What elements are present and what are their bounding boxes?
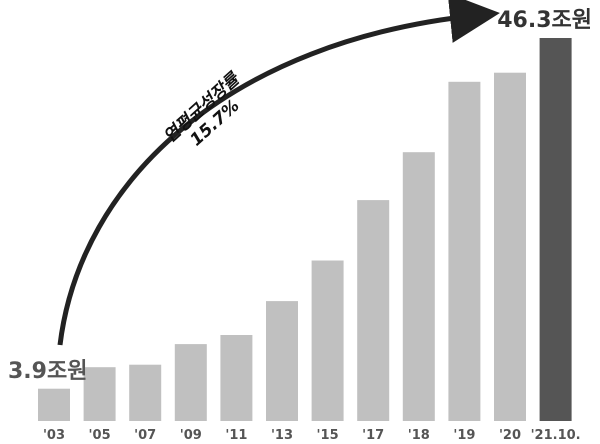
bar-15 [311, 260, 344, 421]
data-label-last: 46.3조원 [497, 8, 592, 33]
x-tick-label: '11 [225, 428, 247, 443]
cagr-annotation: 연평균성장률 15.7% [160, 69, 244, 151]
bar-07 [129, 364, 162, 421]
bar-17 [357, 200, 390, 421]
bar-13 [266, 301, 298, 421]
x-tick-label: '17 [362, 428, 384, 443]
x-tick-label: '19 [453, 428, 475, 443]
bars-group [38, 38, 572, 422]
bar-09 [174, 344, 207, 421]
x-tick-label: '21.10. [531, 428, 581, 443]
bar-19 [448, 81, 481, 422]
x-tick-label: '05 [89, 428, 111, 443]
x-axis-ticks: '03 '05 '07 '09 '11 '13 '15 '17 '18 '19 '20 '21.10. [43, 428, 581, 443]
x-tick-label: '07 [134, 428, 156, 443]
bar-11 [220, 335, 253, 421]
x-tick-label: '20 [499, 428, 521, 443]
x-tick-label: '15 [317, 428, 339, 443]
bar-05 [83, 367, 116, 421]
bar-18 [402, 152, 435, 421]
x-tick-label: '09 [180, 428, 202, 443]
data-label-first: 3.9조원 [8, 359, 87, 384]
bar-20 [494, 72, 526, 421]
x-tick-label: '03 [43, 428, 65, 443]
bar-03 [38, 388, 70, 421]
x-tick-label: '18 [408, 428, 430, 443]
bar-2110 [539, 38, 572, 421]
growth-arrow [57, 0, 500, 346]
x-tick-label: '13 [271, 428, 293, 443]
